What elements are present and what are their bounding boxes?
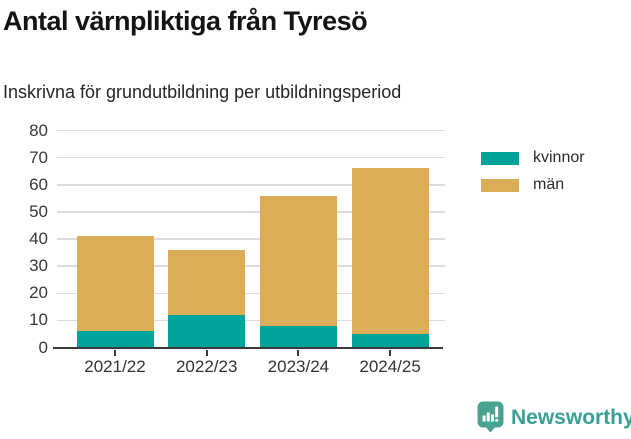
y-axis-label-80: 80 [29, 120, 48, 140]
gridline-70 [57, 156, 445, 159]
newsworthy-brand-text: Newsworthy [511, 405, 631, 429]
legend-label-man: män [533, 176, 565, 193]
bar-2024/25-kvinnor [351, 333, 429, 348]
x-axis-tick-2022/23 [205, 349, 208, 356]
x-axis-line [53, 346, 443, 349]
bar-2023/24-kvinnor [259, 325, 337, 348]
chart-subtitle: Inskrivna för grundutbildning per utbild… [3, 82, 402, 102]
x-axis-label-2024/25: 2024/25 [359, 357, 421, 376]
x-axis-tick-2021/22 [114, 349, 116, 356]
bar-2022/23-kvinnor [168, 314, 246, 348]
bar-2024/25-män [351, 168, 429, 334]
y-axis-label-40: 40 [29, 229, 48, 248]
legend-label-kvinnor: kvinnor [533, 149, 585, 166]
x-axis-label-2021/22: 2021/22 [84, 357, 146, 376]
y-axis-label-20: 20 [29, 283, 48, 303]
x-axis-label-2022/23: 2022/23 [175, 357, 238, 376]
gridline-40 [57, 238, 445, 240]
legend-swatch-man [481, 178, 519, 192]
legend-swatch-kvinnor [481, 151, 519, 165]
legend-item-kvinnor: kvinnor [481, 149, 585, 166]
mini-bar-chart-glyph [482, 406, 499, 422]
speech-bubble-shape [477, 401, 504, 433]
x-axis-label-2023/24: 2023/24 [267, 357, 330, 376]
y-axis-label-30: 30 [29, 256, 48, 276]
gridline-80 [57, 129, 445, 132]
chart-title: Antal värnpliktiga från Tyresö [3, 6, 368, 36]
gridline-50 [57, 211, 445, 213]
y-axis-label-60: 60 [29, 174, 48, 194]
bar-2021/22-män [76, 236, 154, 332]
bar-2022/23-män [168, 249, 246, 315]
gridline-60 [57, 184, 445, 186]
newsworthy-brand: Newsworthy [477, 401, 631, 433]
newsworthy-logo-icon [477, 401, 504, 433]
gridline-30 [57, 265, 445, 267]
x-axis-tick-2024/25 [389, 349, 392, 356]
gridline-20 [57, 292, 445, 294]
legend-item-man: män [481, 176, 585, 193]
y-axis-label-0: 0 [38, 337, 48, 357]
y-axis-label-70: 70 [29, 147, 48, 167]
bar-2023/24-män [259, 195, 337, 326]
x-axis-tick-2023/24 [297, 349, 300, 356]
y-axis-label-50: 50 [29, 201, 48, 221]
y-axis-label-10: 10 [29, 310, 48, 330]
chart-legend: kvinnor män [481, 149, 585, 205]
bar-2021/22-kvinnor [76, 331, 154, 348]
gridline-10 [57, 319, 445, 322]
